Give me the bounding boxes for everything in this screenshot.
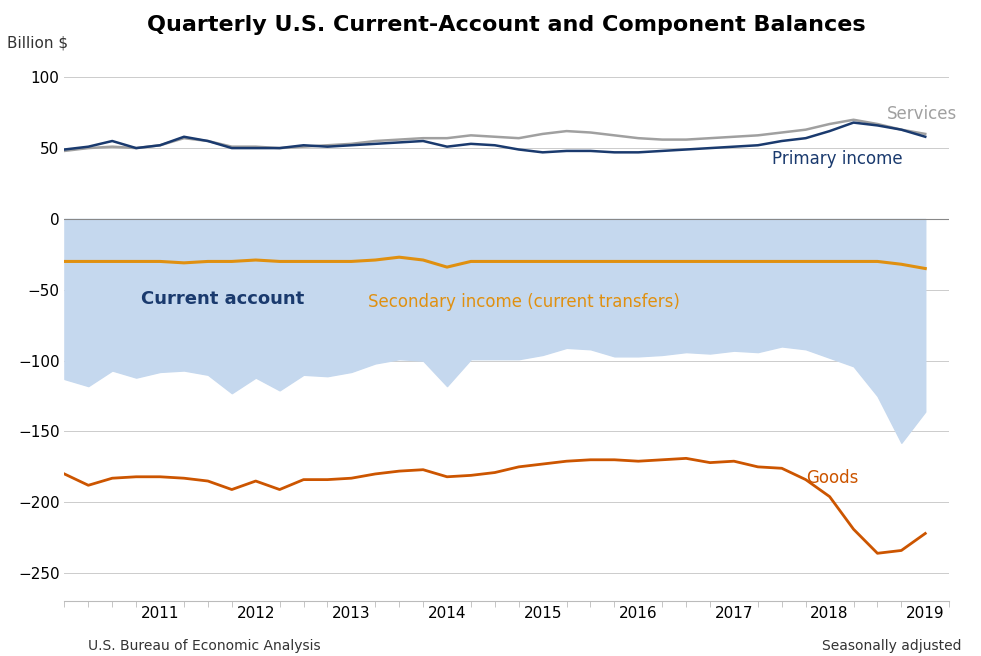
Text: Current account: Current account: [141, 290, 304, 308]
Text: Billion $: Billion $: [7, 35, 68, 51]
Text: Services: Services: [887, 105, 957, 123]
Text: U.S. Bureau of Economic Analysis: U.S. Bureau of Economic Analysis: [88, 639, 321, 653]
Title: Quarterly U.S. Current-Account and Component Balances: Quarterly U.S. Current-Account and Compo…: [147, 15, 866, 35]
Text: Secondary income (current transfers): Secondary income (current transfers): [368, 293, 680, 310]
Text: Seasonally adjusted: Seasonally adjusted: [822, 639, 961, 653]
Text: Goods: Goods: [805, 469, 858, 487]
Text: Primary income: Primary income: [772, 150, 903, 169]
